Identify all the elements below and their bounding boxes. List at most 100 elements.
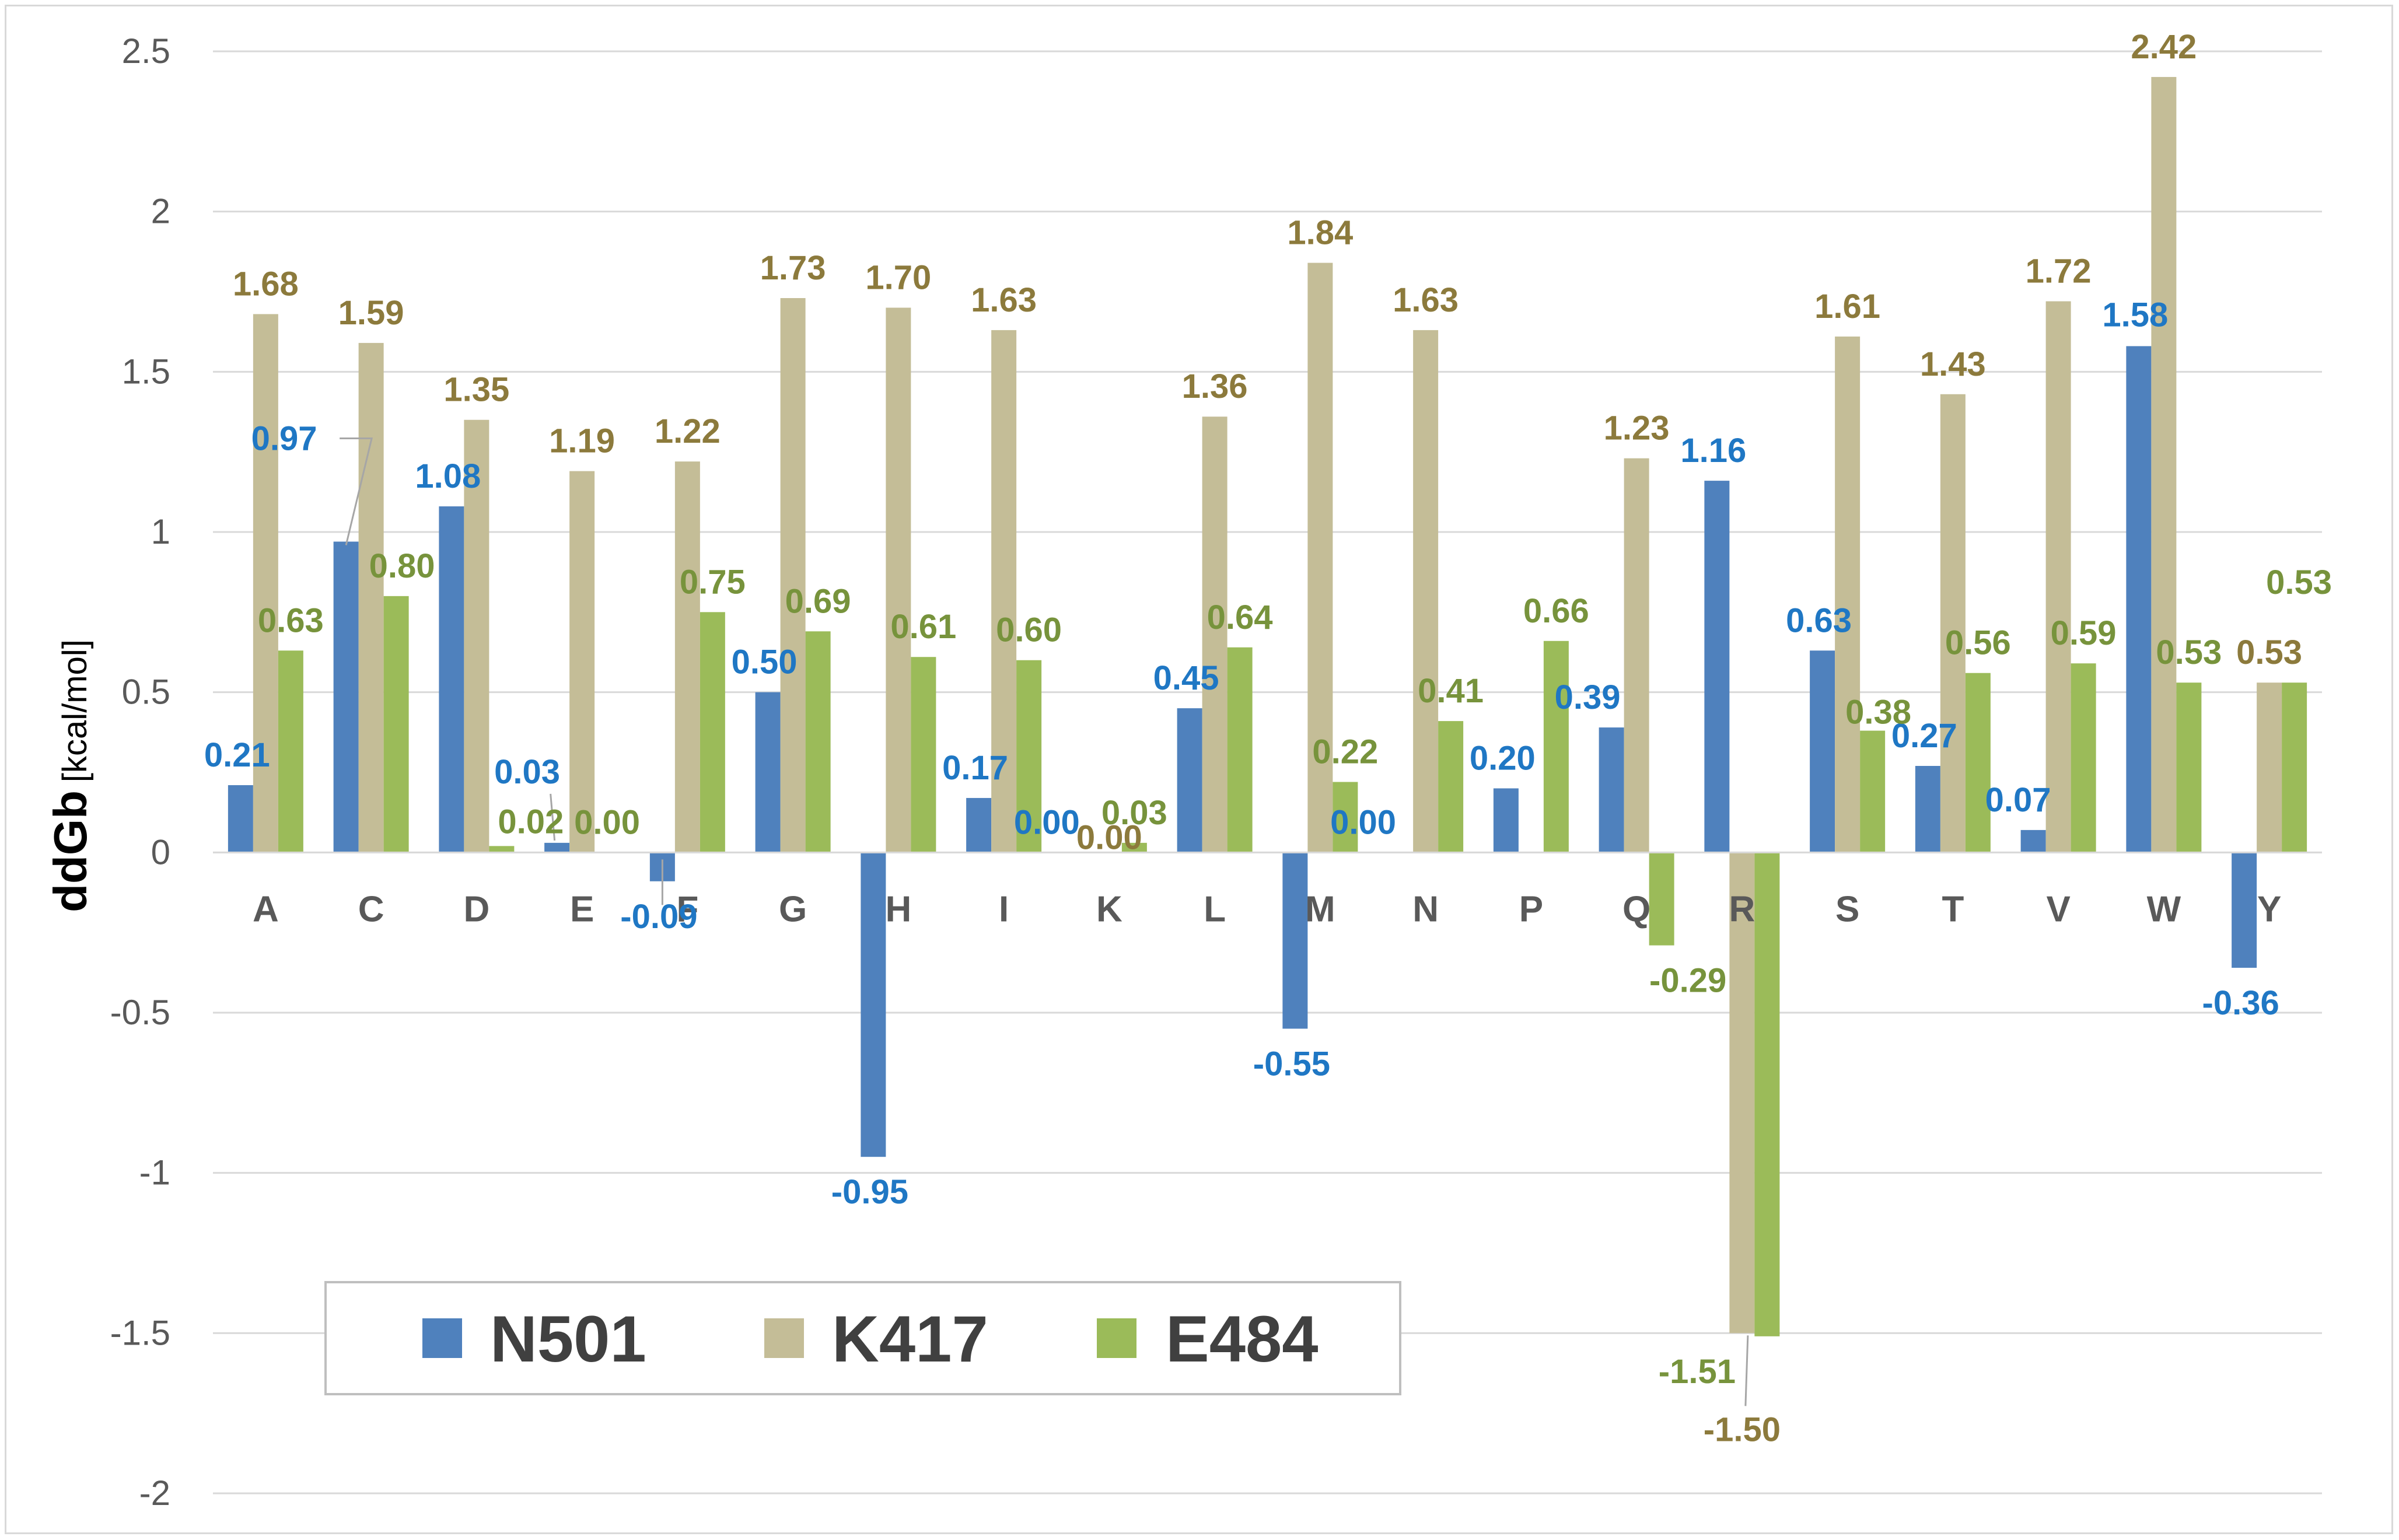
x-tick-label-k: K [1096, 889, 1122, 929]
x-tick-label-a: A [253, 889, 279, 929]
y-axis-ticks: 2.5 2 1.5 1 0.5 0 -0.5 -1 -1.5 -2 [110, 32, 170, 1513]
legend-label-k417: K417 [832, 1303, 988, 1376]
x-tick-label-l: L [1204, 889, 1226, 929]
y-tick-label: -1 [139, 1153, 170, 1192]
bar-k417-r [1729, 852, 1755, 1334]
x-tick-label-f: F [676, 889, 698, 929]
svg-text:ddGb[kcal/mol]: ddGb [kcal/mol] [44, 639, 96, 912]
data-label-k417-n: 1.63 [1393, 281, 1459, 319]
data-label-e484-a: 0.63 [258, 601, 324, 639]
bar-n501-w [2126, 346, 2152, 853]
bar-k417-g [780, 298, 806, 853]
x-tick-label-d: D [463, 889, 489, 929]
bar-e484-v [2071, 663, 2096, 853]
bar-e484-s [1860, 730, 1886, 853]
bar-n501-m [1282, 852, 1308, 1029]
x-tick-label-w: W [2147, 889, 2181, 929]
x-tick-label-y: Y [2257, 889, 2281, 929]
y-tick-label: 2 [151, 192, 170, 231]
y-axis-title: ddGb [kcal/mol] [44, 639, 96, 912]
data-label-n501-h: -0.95 [831, 1173, 908, 1211]
y-tick-label: -0.5 [110, 993, 170, 1032]
data-label-k417-g: 1.73 [760, 249, 826, 287]
data-label-n501-m: -0.55 [1253, 1045, 1330, 1083]
bar-n501-d [439, 506, 464, 853]
data-label-k417-f: 1.22 [655, 412, 721, 450]
bar-n501-p [1493, 788, 1519, 853]
bar-e484-p [1543, 640, 1569, 853]
data-label-k417-t: 1.43 [1920, 345, 1986, 383]
x-tick-label-g: G [779, 889, 807, 929]
y-axis-unit: [kcal/mol] [56, 639, 94, 782]
data-label-k417-y: 0.53 [2236, 634, 2302, 671]
data-label-e484-q: -0.29 [1649, 962, 1726, 1000]
y-tick-label: -2 [139, 1474, 170, 1513]
x-tick-label-v: V [2046, 889, 2070, 929]
bar-e484-m [1333, 782, 1358, 853]
bar-k417-w [2151, 76, 2177, 853]
bar-e484-h [911, 657, 936, 853]
bar-k417-h [886, 307, 911, 853]
data-label-k417-s: 1.61 [1814, 288, 1880, 326]
data-label-e484-e: 0.00 [574, 803, 640, 841]
data-label-k417-d: 1.35 [443, 371, 509, 409]
bar-k417-a [253, 314, 278, 853]
bar-k417-e [569, 471, 595, 853]
data-label-k417-m: 1.84 [1287, 214, 1353, 252]
bar-n501-a [228, 785, 253, 853]
data-label-n501-f: -0.09 [620, 898, 697, 936]
bar-e484-t [1965, 673, 1991, 853]
leader-line-n501-e [550, 793, 556, 841]
data-label-e484-r: -1.51 [1659, 1353, 1736, 1391]
bar-k417-i [991, 330, 1017, 853]
data-label-n501-t: 0.27 [1891, 717, 1957, 755]
bar-k417-q [1624, 458, 1649, 853]
leader-line-k417-r [1744, 1335, 1749, 1406]
data-label-n501-c: 0.97 [251, 419, 317, 457]
bar-n501-i [966, 797, 992, 853]
bar-e484-l [1227, 647, 1253, 853]
data-label-n501-y: -0.36 [2202, 984, 2279, 1022]
data-label-n501-i: 0.17 [942, 749, 1008, 787]
data-label-k417-v: 1.72 [2026, 252, 2092, 290]
x-tick-label-t: T [1942, 889, 1964, 929]
y-axis-label: ddGb [44, 790, 96, 912]
bar-n501-v [2020, 830, 2046, 853]
data-label-e484-s: 0.38 [1845, 694, 1911, 732]
data-label-e484-k: 0.03 [1101, 794, 1167, 832]
legend[interactable]: N501 K417 E484 [324, 1281, 1401, 1395]
data-label-k417-c: 1.59 [338, 294, 404, 332]
bar-e484-d [489, 846, 515, 853]
data-label-n501-l: 0.45 [1153, 659, 1219, 697]
bar-e484-c [383, 596, 409, 853]
data-labels: 0.210.971.080.03-0.090.50-0.950.170.000.… [204, 28, 2332, 1448]
data-label-n501-n: 0.00 [1330, 803, 1396, 841]
bar-n501-l [1177, 708, 1202, 853]
data-label-e484-t: 0.56 [1945, 624, 2011, 662]
data-label-n501-q: 0.39 [1555, 678, 1621, 716]
x-tick-label-h: H [885, 889, 911, 929]
y-tick-label: 1 [151, 512, 170, 551]
bar-k417-y [2257, 682, 2282, 853]
x-tick-label-q: Q [1622, 889, 1650, 929]
bar-k417-t [1940, 394, 1966, 853]
data-label-e484-w: 0.53 [2156, 634, 2222, 671]
data-label-n501-r: 1.16 [1680, 432, 1746, 470]
y-tick-label: 1.5 [122, 352, 170, 391]
x-tick-label-p: P [1519, 889, 1543, 929]
data-label-k417-i: 1.63 [971, 281, 1037, 319]
data-label-k417-r: -1.50 [1704, 1410, 1781, 1448]
data-label-e484-n: 0.41 [1418, 672, 1484, 710]
data-label-k417-a: 1.68 [233, 265, 299, 303]
data-label-n501-a: 0.21 [204, 736, 270, 774]
bar-k417-m [1307, 262, 1333, 853]
data-label-n501-s: 0.63 [1786, 601, 1852, 639]
x-tick-label-r: R [1729, 889, 1755, 929]
bar-n501-t [1915, 766, 1940, 853]
bar-e484-g [805, 631, 831, 853]
bar-n501-e [544, 842, 570, 853]
y-tick-label: 2.5 [122, 32, 170, 71]
legend-label-n501: N501 [490, 1303, 646, 1376]
y-tick-label: -1.5 [110, 1313, 170, 1352]
